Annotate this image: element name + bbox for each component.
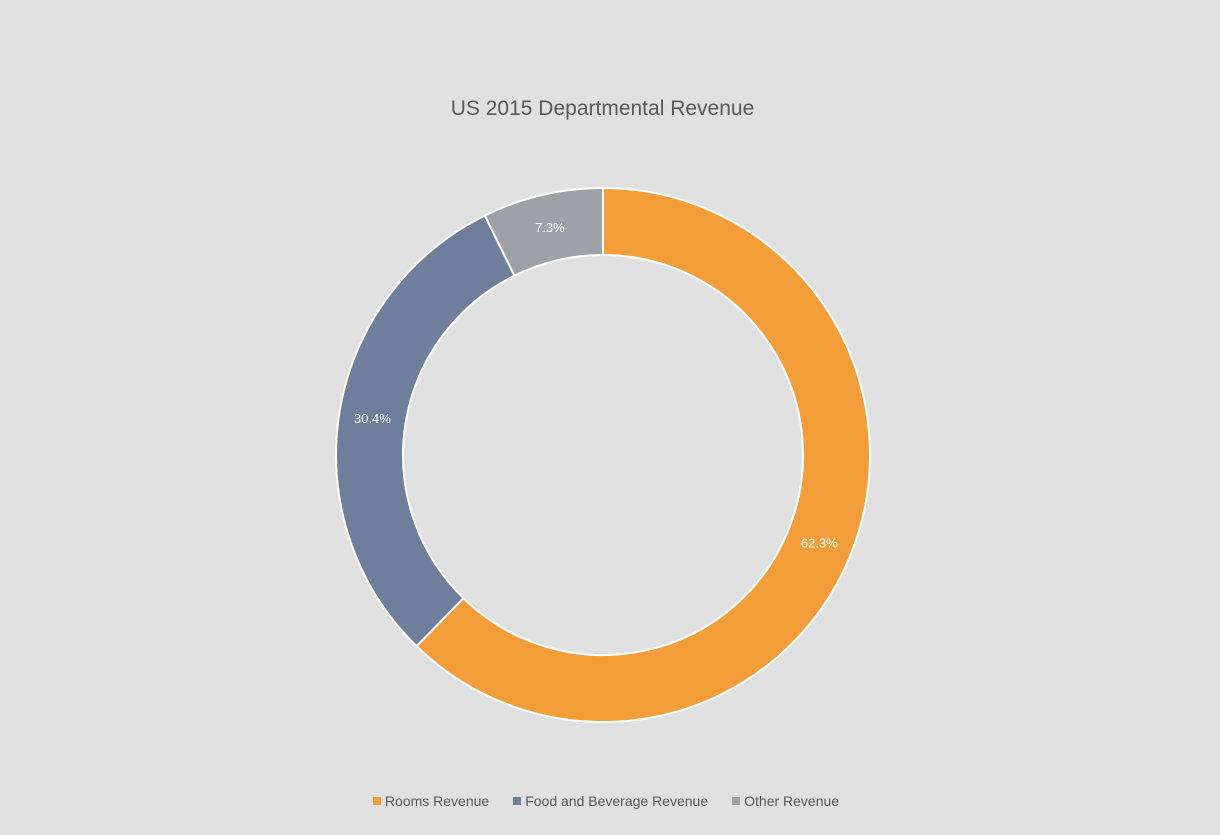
legend-item-other-revenue: Other Revenue <box>732 793 839 809</box>
chart-title: US 2015 Departmental Revenue <box>450 97 755 120</box>
data-label-other-revenue: 7.3% <box>535 220 565 235</box>
legend-label: Food and Beverage Revenue <box>525 793 709 809</box>
legend-swatch <box>732 797 741 805</box>
slice-other-revenue <box>483 186 604 278</box>
slice-rooms-revenue <box>415 186 871 723</box>
data-label-rooms-revenue: 62.3% <box>801 535 838 550</box>
legend-swatch <box>372 797 381 805</box>
legend-item-rooms-revenue: Rooms Revenue <box>372 793 490 809</box>
chart-legend: Rooms Revenue Food and Beverage Revenue Ot… <box>0 793 1212 809</box>
legend-item-food-and-beverage-revenue: Food and Beverage Revenue <box>513 793 708 809</box>
legend-label: Rooms Revenue <box>384 793 490 809</box>
slice-food-and-beverage-revenue <box>335 214 516 648</box>
data-label-food-and-beverage-revenue: 30.4% <box>354 411 391 426</box>
legend-swatch <box>513 797 522 805</box>
legend-label: Other Revenue <box>744 793 840 809</box>
